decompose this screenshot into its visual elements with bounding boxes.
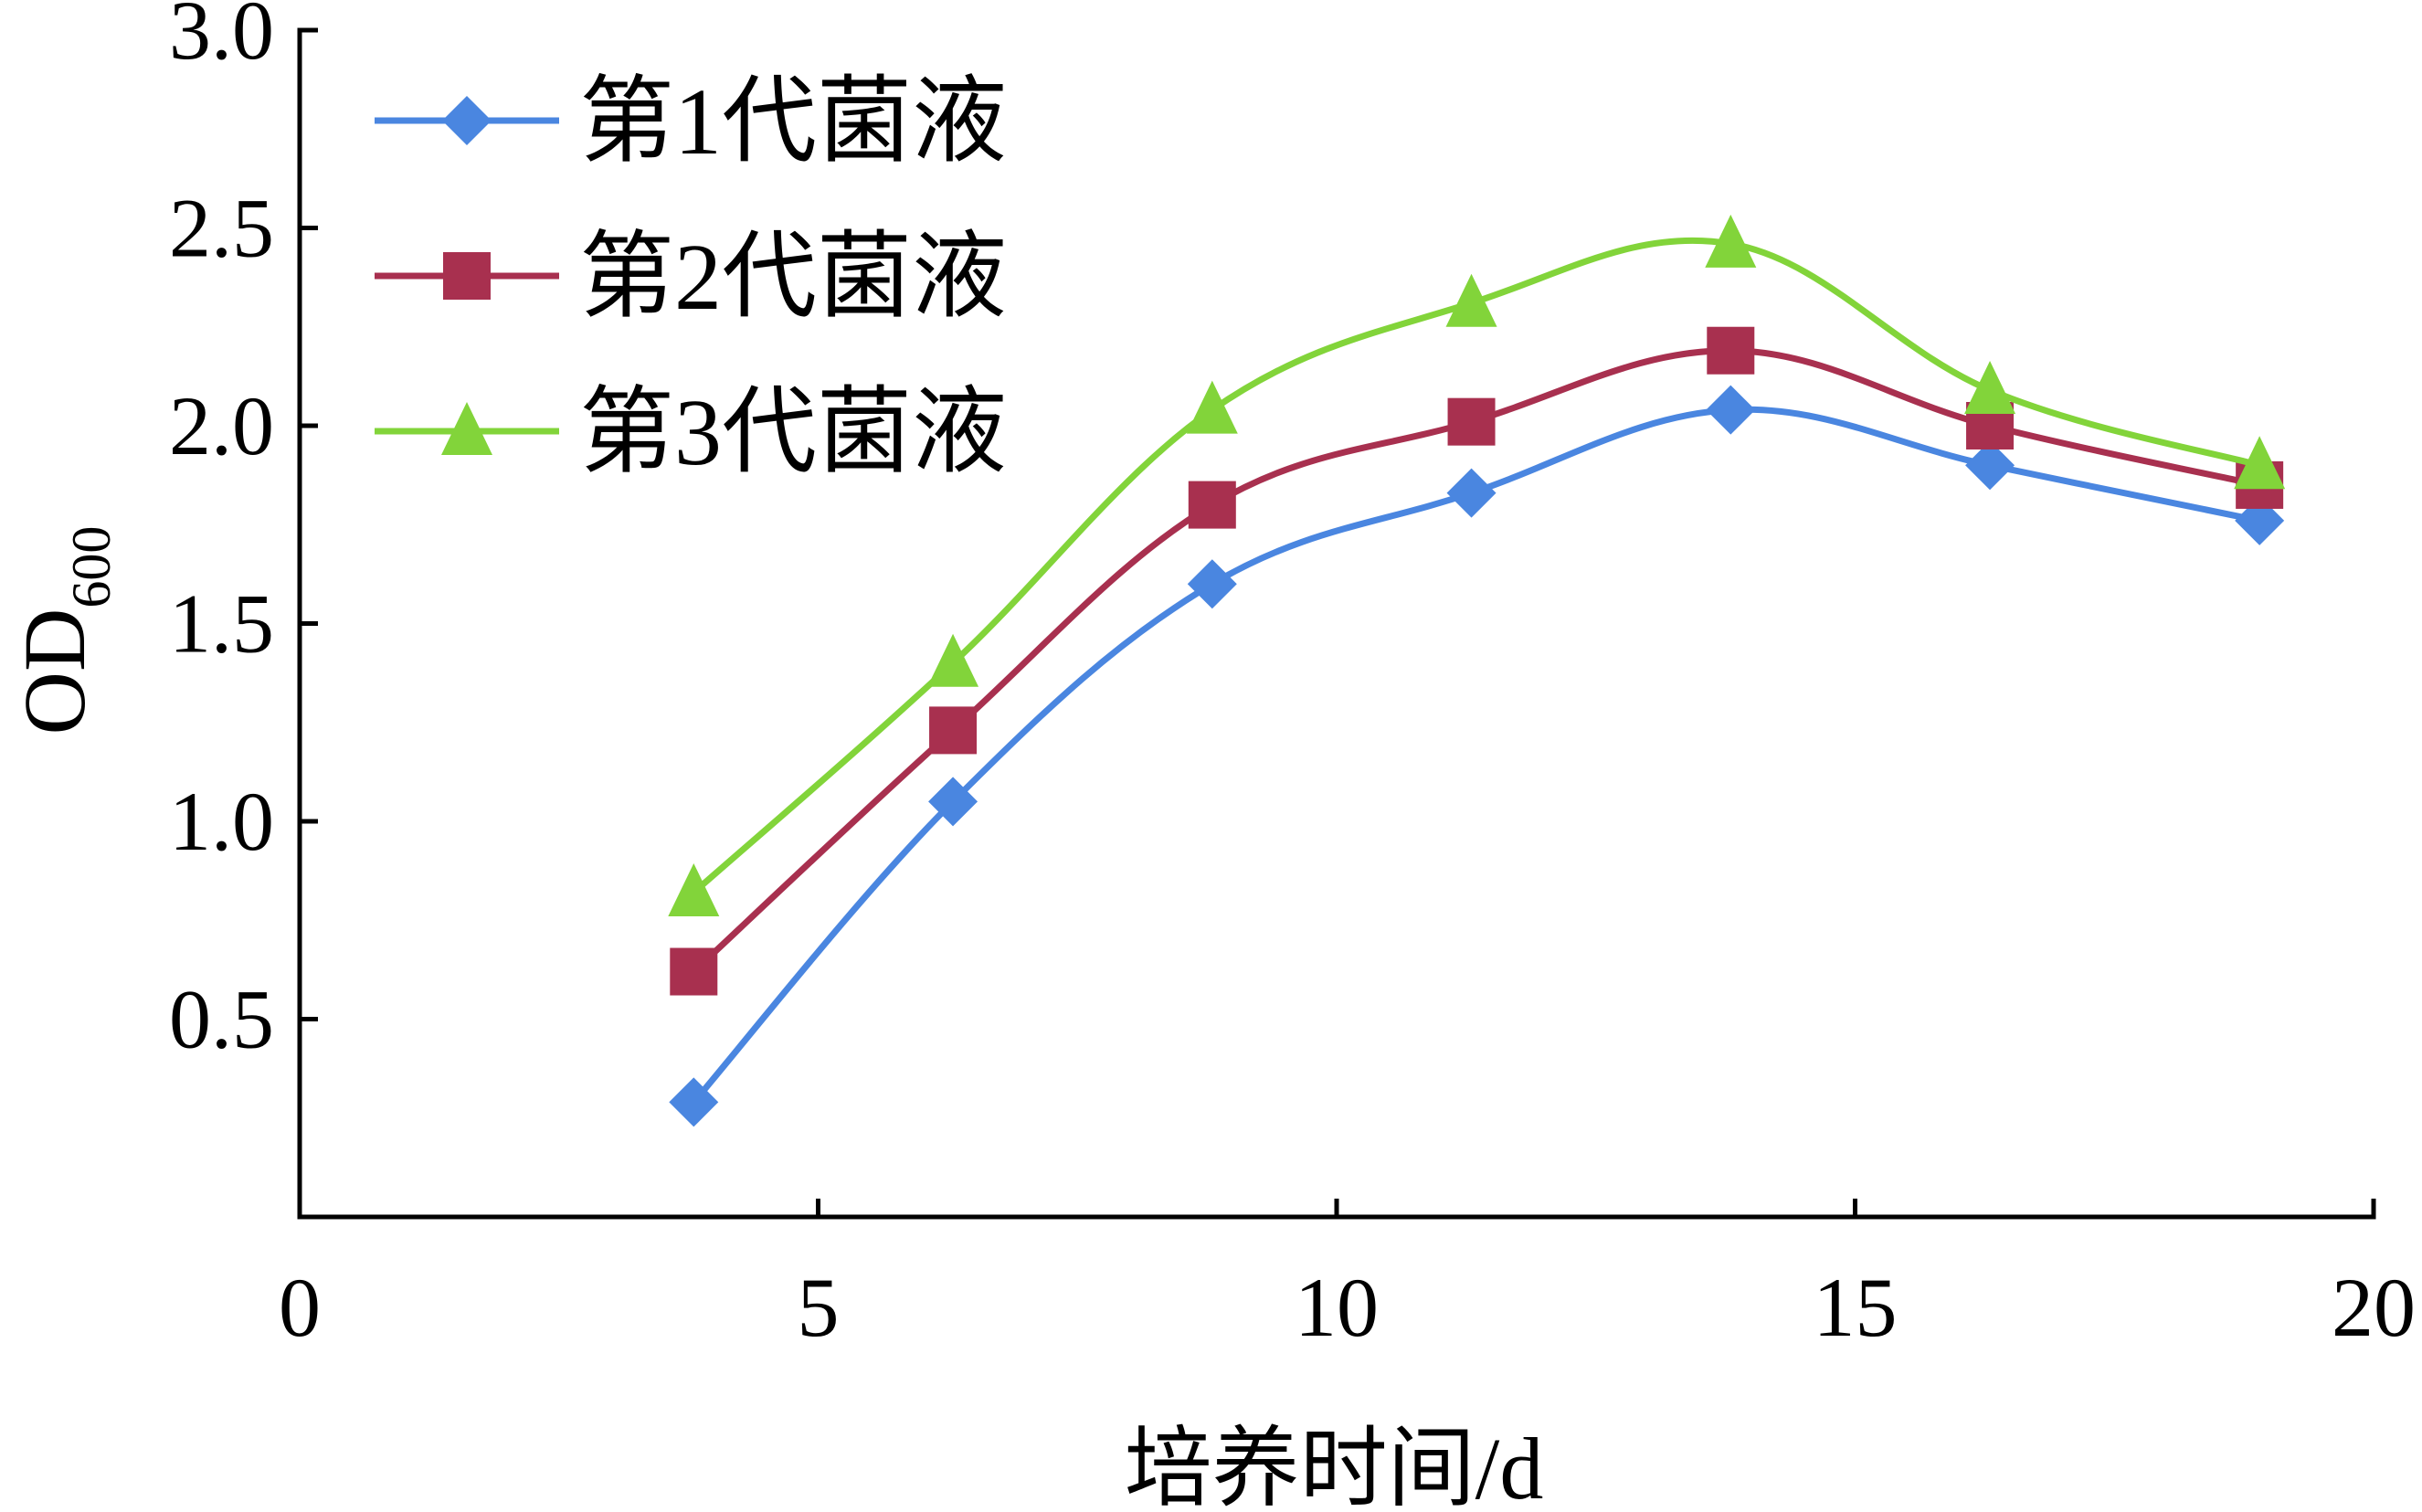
series-line xyxy=(693,240,2259,893)
y-axis-title-main: OD xyxy=(5,608,103,735)
legend-marker xyxy=(443,252,491,300)
data-point xyxy=(668,863,719,916)
x-tick-label: 10 xyxy=(1295,1261,1379,1354)
data-point xyxy=(1447,469,1497,518)
legend-label: 第3代菌液 xyxy=(579,380,1007,485)
data-point xyxy=(1707,327,1754,375)
data-point xyxy=(1188,559,1237,608)
y-tick-label: 3.0 xyxy=(169,0,274,77)
axes-frame xyxy=(300,30,2374,1217)
data-point xyxy=(1448,398,1496,446)
data-point xyxy=(1189,481,1236,529)
legend-item-3: 第3代菌液 xyxy=(375,380,1007,485)
y-axis-title: OD600 xyxy=(5,526,122,735)
y-tick-label: 2.5 xyxy=(169,182,274,275)
x-axis-title: 培养时间/d xyxy=(1125,1420,1544,1512)
x-axis-ticks: 0 5 10 15 20 xyxy=(279,1199,2416,1354)
legend-label: 第1代菌液 xyxy=(579,69,1007,174)
x-tick-label: 0 xyxy=(279,1261,321,1354)
axes xyxy=(300,30,2374,1217)
legend-item-1: 第1代菌液 xyxy=(375,69,1007,174)
series-layer xyxy=(668,215,2285,1127)
y-tick-label: 0.5 xyxy=(169,973,274,1066)
legend-label: 第2代菌液 xyxy=(579,225,1007,330)
x-tick-label: 15 xyxy=(1814,1261,1898,1354)
data-point xyxy=(1964,361,2015,414)
y-tick-label: 1.0 xyxy=(169,775,274,868)
y-tick-label: 1.5 xyxy=(169,577,274,671)
series-1 xyxy=(669,386,2284,1127)
data-point xyxy=(670,948,717,996)
y-tick-label: 2.0 xyxy=(169,379,274,472)
y-axis-title-subscript: 600 xyxy=(61,526,122,608)
data-point xyxy=(1706,386,1755,435)
legend-item-2: 第2代菌液 xyxy=(375,225,1007,330)
data-point xyxy=(1187,381,1238,434)
y-axis-ticks: 0.5 1.0 1.5 2.0 2.5 3.0 xyxy=(169,0,318,1066)
data-point xyxy=(929,706,977,754)
x-tick-label: 20 xyxy=(2332,1261,2416,1354)
x-tick-label: 5 xyxy=(798,1261,840,1354)
legend-marker xyxy=(442,96,492,145)
